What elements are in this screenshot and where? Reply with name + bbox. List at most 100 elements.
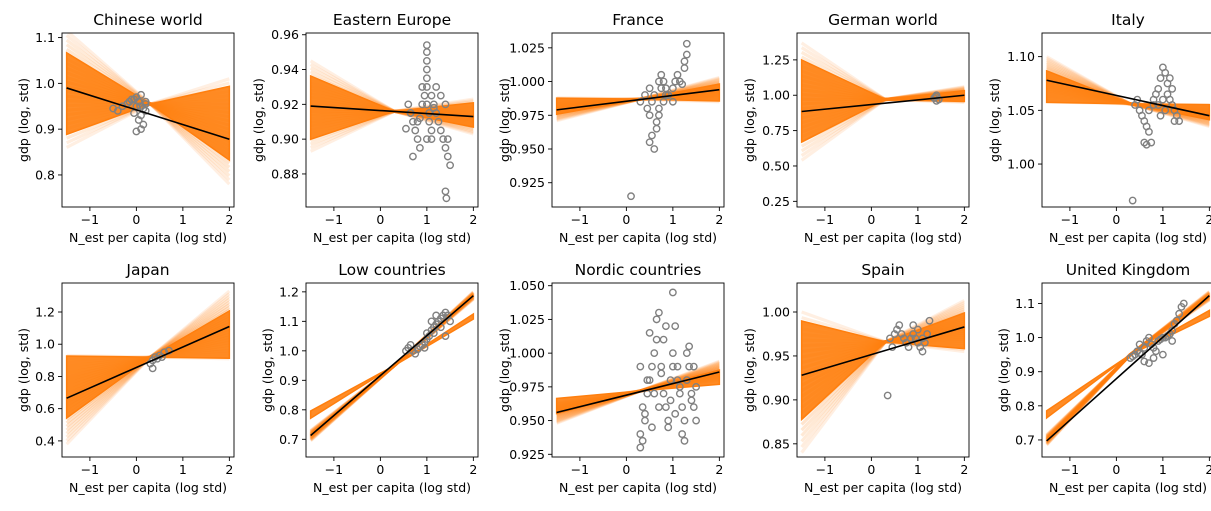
x-axis-label: N_est per capita (log std) xyxy=(804,230,962,245)
subplot-title: Japan xyxy=(125,261,169,279)
subplot: −1 0 1 2 0.925 0.950 0.975 1.000 1.025 France N_es… xyxy=(497,11,725,245)
data-point xyxy=(641,409,649,418)
mean-line xyxy=(801,326,965,377)
subplot-title: Chinese world xyxy=(93,11,203,29)
data-point xyxy=(409,152,417,161)
y-tick-label: 1.2 xyxy=(279,284,299,299)
data-point xyxy=(913,325,922,334)
data-point xyxy=(671,77,680,86)
data-point xyxy=(648,362,656,371)
data-point xyxy=(661,322,670,331)
data-point xyxy=(687,396,696,405)
y-tick-label: 1.00 xyxy=(762,88,790,103)
plot-area xyxy=(800,41,966,162)
plot-area xyxy=(309,41,475,203)
data-point xyxy=(692,416,701,425)
x-tick-label: 0 xyxy=(376,212,384,227)
x-tick-label: 0 xyxy=(132,462,140,477)
data-point xyxy=(427,91,436,100)
data-point xyxy=(655,104,663,113)
y-tick-label: 1.0 xyxy=(279,343,299,358)
data-point xyxy=(675,382,684,391)
x-tick-label: 1 xyxy=(669,212,677,227)
y-tick-label: 0.9 xyxy=(279,373,299,388)
x-tick-label: 0 xyxy=(1112,212,1120,227)
data-point xyxy=(645,138,654,147)
x-tick-label: 1 xyxy=(179,462,187,477)
y-tick-label: 0.90 xyxy=(762,392,790,407)
data-point xyxy=(680,57,689,66)
data-point xyxy=(130,95,138,104)
data-point xyxy=(652,118,661,126)
data-point xyxy=(1156,111,1165,120)
data-point xyxy=(1151,347,1160,356)
data-point xyxy=(659,389,668,398)
y-tick-label: 0.950 xyxy=(509,413,545,428)
x-tick-label: −1 xyxy=(1061,212,1079,227)
axes-frame xyxy=(305,32,479,208)
x-tick-label: 0 xyxy=(132,212,140,227)
y-tick-label: 0.88 xyxy=(271,166,299,181)
data-point xyxy=(668,362,677,371)
data-point xyxy=(411,126,420,135)
plot-area xyxy=(65,33,231,186)
data-point xyxy=(664,416,673,425)
data-point xyxy=(673,70,682,79)
data-point xyxy=(422,65,431,74)
y-tick-label: 0.85 xyxy=(762,436,790,451)
x-tick-label: 2 xyxy=(225,212,233,227)
y-tick-label: 0.95 xyxy=(762,348,790,363)
data-point xyxy=(1165,74,1174,83)
data-point xyxy=(413,135,422,144)
data-point xyxy=(668,84,677,93)
subplot: −1 0 1 2 0.7 0.8 0.9 1.0 1.1 1.2 Low countries N_es… xyxy=(260,261,479,495)
x-tick-label: 2 xyxy=(225,462,233,477)
data-point xyxy=(404,100,413,109)
y-tick-label: 1.2 xyxy=(35,305,55,320)
y-tick-label: 1.0 xyxy=(35,76,55,91)
data-point xyxy=(636,362,645,371)
data-point xyxy=(650,389,659,398)
data-point xyxy=(671,409,680,418)
y-axis-label: gdp (log, std) xyxy=(260,328,275,412)
x-axis-label: N_est per capita (log std) xyxy=(1049,230,1207,245)
data-point xyxy=(636,443,645,452)
data-point xyxy=(909,321,918,330)
data-point xyxy=(1135,340,1144,349)
data-point xyxy=(139,120,148,129)
data-point xyxy=(1170,117,1179,125)
y-tick-label: 1.000 xyxy=(509,346,545,361)
data-point xyxy=(682,39,691,48)
posterior-band xyxy=(65,51,231,162)
x-tick-label: 0 xyxy=(622,212,630,227)
data-point xyxy=(680,416,689,425)
data-point xyxy=(434,117,443,126)
data-point xyxy=(1158,333,1167,342)
data-point xyxy=(422,74,431,83)
data-point xyxy=(645,111,654,120)
x-tick-label: 2 xyxy=(469,212,477,227)
data-point xyxy=(427,126,436,135)
axes-frame xyxy=(551,32,725,208)
data-point xyxy=(141,100,150,108)
data-point xyxy=(645,376,654,385)
y-tick-label: 0.925 xyxy=(509,175,545,190)
data-point xyxy=(664,423,673,432)
data-point xyxy=(636,97,645,106)
y-tick-label: 0.950 xyxy=(509,142,545,157)
y-tick-label: 1.025 xyxy=(509,312,545,327)
subplot: −1 0 1 2 0.85 0.90 0.95 1.00 Spain N_est per capi… xyxy=(742,261,970,495)
mean-line xyxy=(66,87,230,140)
subplot-title: United Kingdom xyxy=(1066,261,1190,279)
y-tick-label: 0.9 xyxy=(1015,364,1035,379)
data-point xyxy=(678,403,687,411)
data-point xyxy=(652,335,661,344)
data-point xyxy=(673,376,682,385)
plot-area xyxy=(555,288,721,452)
data-point xyxy=(638,403,647,411)
data-point xyxy=(655,403,663,411)
x-tick-label: 2 xyxy=(1205,212,1211,227)
y-tick-label: 0.975 xyxy=(509,379,545,394)
data-point xyxy=(685,342,694,351)
